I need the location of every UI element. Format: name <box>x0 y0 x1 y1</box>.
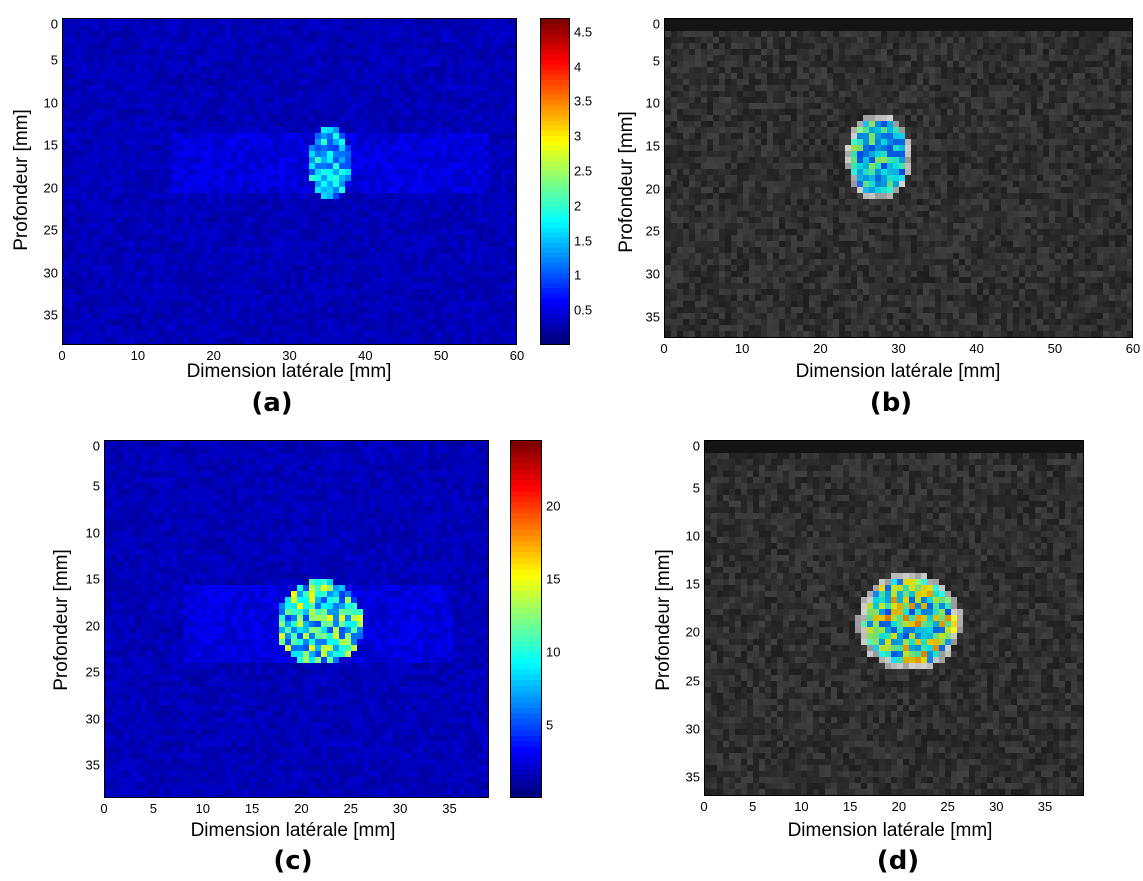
xtick-label: 60 <box>509 348 525 363</box>
image-canvas-d <box>705 441 1083 795</box>
colorbar-tick-label: 10 <box>546 644 561 660</box>
ylabel-d: Profondeur [mm] <box>653 549 674 691</box>
colorbar-gradient-c <box>511 441 541 797</box>
caption-c: (c) <box>273 846 313 876</box>
ytick-label: 0 <box>692 438 700 454</box>
ytick-label: 5 <box>50 52 58 68</box>
xtick-label: 40 <box>969 341 984 356</box>
ylabel-c: Profondeur [mm] <box>51 549 72 691</box>
ytick-label: 20 <box>85 618 100 634</box>
image-d <box>704 440 1084 796</box>
caption-a: (a) <box>251 388 293 418</box>
colorbar-tick-label: 2.5 <box>574 163 593 179</box>
ytick-label: 5 <box>92 478 100 494</box>
xtick-label: 20 <box>813 341 828 356</box>
xtick-label: 10 <box>794 799 809 814</box>
colorbar-tick-label: 4 <box>574 59 582 75</box>
ytick-label: 25 <box>685 673 700 689</box>
ytick-label: 30 <box>85 711 100 727</box>
xtick-label: 5 <box>149 801 157 816</box>
image-canvas-a <box>63 19 516 344</box>
xtick-label: 5 <box>749 799 757 814</box>
colorbar-a <box>540 18 570 345</box>
ytick-label: 15 <box>645 138 660 154</box>
xtick-label: 20 <box>206 348 221 363</box>
ytick-label: 15 <box>685 576 700 592</box>
xtick-label: 30 <box>891 341 906 356</box>
xlabel-d: Dimension latérale [mm] <box>787 820 993 841</box>
xtick-label: 0 <box>100 801 108 816</box>
xtick-label: 30 <box>989 799 1004 814</box>
xtick-label: 10 <box>195 801 210 816</box>
xtick-label: 50 <box>433 348 449 363</box>
ytick-label: 0 <box>50 16 58 32</box>
xlabel-b: Dimension latérale [mm] <box>795 361 1001 382</box>
colorbar-tick-label: 4.5 <box>574 24 593 40</box>
xtick-label: 25 <box>940 799 955 814</box>
ytick-label: 10 <box>645 95 660 111</box>
image-c <box>104 440 489 798</box>
ytick-label: 5 <box>652 53 660 69</box>
xtick-label: 0 <box>660 341 668 356</box>
xtick-label: 30 <box>392 801 408 816</box>
image-a <box>62 18 517 345</box>
image-b <box>664 18 1133 338</box>
colorbar-gradient-a <box>541 19 569 344</box>
ylabel-a: Profondeur [mm] <box>11 109 32 251</box>
xlabel-a: Dimension latérale [mm] <box>186 361 392 382</box>
colorbar-c <box>510 440 542 798</box>
xtick-label: 0 <box>700 799 708 814</box>
image-canvas-c <box>105 441 488 797</box>
xtick-label: 25 <box>343 801 359 816</box>
xlabel-c: Dimension latérale [mm] <box>190 820 396 841</box>
xtick-label: 20 <box>294 801 309 816</box>
ytick-label: 20 <box>645 181 660 197</box>
ytick-label: 10 <box>685 528 700 544</box>
caption-b: (b) <box>869 388 913 418</box>
xtick-label: 50 <box>1047 341 1063 356</box>
colorbar-tick-label: 3.5 <box>574 93 593 109</box>
ytick-label: 30 <box>43 265 58 281</box>
ytick-label: 15 <box>85 571 100 587</box>
xtick-label: 0 <box>58 348 66 363</box>
colorbar-tick-label: 20 <box>546 498 561 514</box>
ytick-label: 25 <box>85 664 100 680</box>
ytick-label: 30 <box>645 266 660 282</box>
colorbar-tick-label: 2 <box>574 198 582 214</box>
ytick-label: 30 <box>685 721 700 737</box>
ytick-label: 35 <box>685 769 700 785</box>
colorbar-tick-label: 5 <box>546 717 554 733</box>
ytick-label: 35 <box>645 309 660 325</box>
ytick-label: 0 <box>92 438 100 454</box>
xtick-label: 10 <box>734 341 750 356</box>
ytick-label: 5 <box>692 480 700 496</box>
image-canvas-b <box>665 19 1132 337</box>
xtick-label: 40 <box>358 348 373 363</box>
xtick-label: 30 <box>282 348 297 363</box>
ytick-label: 20 <box>685 624 700 640</box>
ytick-label: 35 <box>43 307 58 323</box>
caption-d: (d) <box>876 846 920 876</box>
colorbar-tick-label: 3 <box>574 128 582 144</box>
xtick-label: 35 <box>442 801 457 816</box>
ytick-label: 0 <box>652 16 660 32</box>
xtick-label: 20 <box>891 799 907 814</box>
xtick-label: 60 <box>1125 341 1141 356</box>
ytick-label: 35 <box>85 757 100 773</box>
xtick-label: 15 <box>842 799 858 814</box>
ylabel-b: Profondeur [mm] <box>616 111 637 253</box>
xtick-label: 35 <box>1037 799 1053 814</box>
colorbar-tick-label: 1.5 <box>574 233 593 249</box>
ytick-label: 10 <box>85 525 100 541</box>
ytick-label: 25 <box>645 223 660 239</box>
ytick-label: 20 <box>43 180 58 196</box>
colorbar-tick-label: 0.5 <box>574 302 593 318</box>
ytick-label: 25 <box>43 222 58 238</box>
colorbar-tick-label: 1 <box>574 267 582 283</box>
xtick-label: 15 <box>244 801 260 816</box>
ytick-label: 10 <box>43 95 58 111</box>
ytick-label: 15 <box>43 137 58 153</box>
xtick-label: 10 <box>130 348 146 363</box>
colorbar-tick-label: 15 <box>546 571 561 587</box>
